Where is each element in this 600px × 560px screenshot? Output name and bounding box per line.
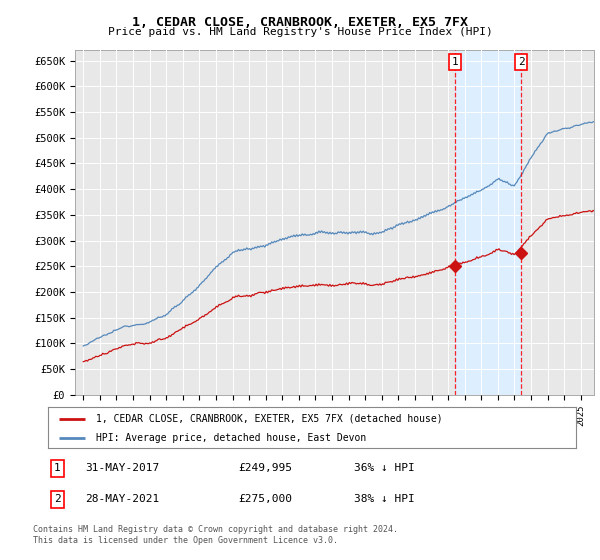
Text: Price paid vs. HM Land Registry's House Price Index (HPI): Price paid vs. HM Land Registry's House … bbox=[107, 27, 493, 37]
Text: Contains HM Land Registry data © Crown copyright and database right 2024.
This d: Contains HM Land Registry data © Crown c… bbox=[33, 525, 398, 545]
Text: £275,000: £275,000 bbox=[238, 494, 292, 505]
Text: 2: 2 bbox=[54, 494, 61, 505]
Bar bbox=[455, 50, 521, 395]
Text: £249,995: £249,995 bbox=[238, 464, 292, 473]
Text: 38% ↓ HPI: 38% ↓ HPI bbox=[354, 494, 415, 505]
Text: 36% ↓ HPI: 36% ↓ HPI bbox=[354, 464, 415, 473]
Text: 1: 1 bbox=[54, 464, 61, 473]
Text: HPI: Average price, detached house, East Devon: HPI: Average price, detached house, East… bbox=[95, 433, 366, 443]
Text: 1, CEDAR CLOSE, CRANBROOK, EXETER, EX5 7FX: 1, CEDAR CLOSE, CRANBROOK, EXETER, EX5 7… bbox=[132, 16, 468, 29]
Text: 1, CEDAR CLOSE, CRANBROOK, EXETER, EX5 7FX (detached house): 1, CEDAR CLOSE, CRANBROOK, EXETER, EX5 7… bbox=[95, 414, 442, 423]
Text: 28-MAY-2021: 28-MAY-2021 bbox=[85, 494, 159, 505]
Text: 2: 2 bbox=[518, 57, 524, 67]
Text: 31-MAY-2017: 31-MAY-2017 bbox=[85, 464, 159, 473]
Text: 1: 1 bbox=[452, 57, 458, 67]
